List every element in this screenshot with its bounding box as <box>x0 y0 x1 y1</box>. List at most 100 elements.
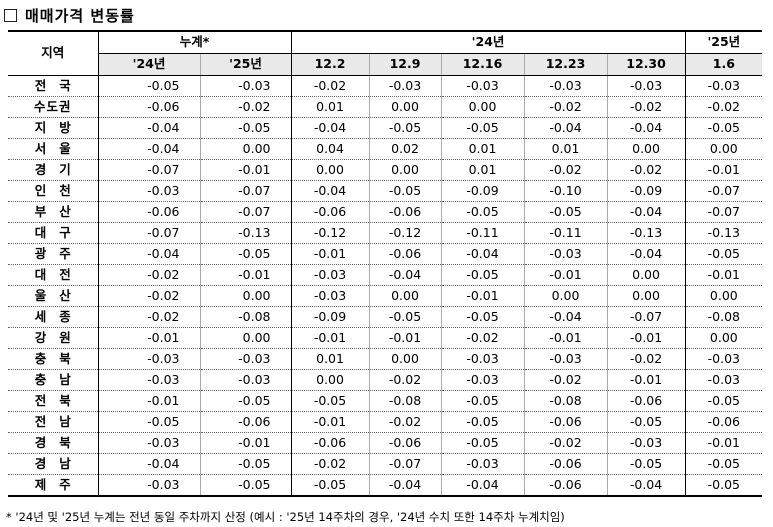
value-cell: 0.00 <box>368 285 442 307</box>
value-cell: -0.03 <box>199 369 292 391</box>
region-cell: 강원 <box>8 327 98 349</box>
value-cell: -0.06 <box>523 411 608 433</box>
value-cell: -0.06 <box>290 201 370 223</box>
value-cell: -0.03 <box>684 369 763 391</box>
section-title-text: 매매가격 변동률 <box>25 6 135 25</box>
region-cell: 수도권 <box>8 96 98 118</box>
header-col-cum25: '25년 <box>199 52 292 76</box>
value-cell: -0.07 <box>368 453 442 475</box>
value-cell: -0.02 <box>440 327 525 349</box>
value-cell: -0.03 <box>290 285 370 307</box>
value-cell: -0.01 <box>199 159 292 181</box>
value-cell: -0.08 <box>368 390 442 412</box>
value-cell: -0.02 <box>368 369 442 391</box>
value-cell: 0.01 <box>440 159 525 181</box>
header-col-12-30: 12.30 <box>606 52 686 76</box>
checkbox-square-icon <box>4 8 17 22</box>
value-cell: -0.05 <box>368 180 442 202</box>
value-cell: -0.03 <box>440 75 525 97</box>
table-row: 부산 -0.06 -0.07 -0.06 -0.06 -0.05 -0.05 -0.04 -0.… <box>8 201 763 223</box>
value-cell: 0.00 <box>199 327 292 349</box>
value-cell: -0.11 <box>523 222 608 244</box>
value-cell: -0.04 <box>440 243 525 265</box>
value-cell: -0.05 <box>684 474 763 497</box>
value-cell: -0.06 <box>684 411 763 433</box>
region-cell: 충북 <box>8 348 98 370</box>
header-col-cum24: '24년 <box>97 52 200 76</box>
value-cell: -0.04 <box>97 138 200 160</box>
table-body: 전국 -0.05 -0.03 -0.02 -0.03 -0.03 -0.03 -0.03 -0.… <box>8 75 763 497</box>
value-cell: -0.07 <box>199 180 292 202</box>
value-cell: -0.04 <box>523 117 608 139</box>
table-row: 지방 -0.04 -0.05 -0.04 -0.05 -0.05 -0.04 -0.04 -0.… <box>8 117 763 139</box>
value-cell: -0.02 <box>523 369 608 391</box>
value-cell: -0.08 <box>684 306 763 328</box>
value-cell: -0.03 <box>523 348 608 370</box>
value-cell: -0.03 <box>199 348 292 370</box>
value-cell: -0.07 <box>97 159 200 181</box>
value-cell: -0.01 <box>606 327 686 349</box>
value-cell: -0.04 <box>606 474 686 497</box>
region-cell: 제주 <box>8 474 98 497</box>
section-title: 매매가격 변동률 <box>3 2 135 28</box>
value-cell: -0.04 <box>368 264 442 286</box>
value-cell: 0.00 <box>606 138 686 160</box>
value-cell: -0.02 <box>684 96 763 118</box>
region-cell: 지방 <box>8 117 98 139</box>
region-cell: 경남 <box>8 453 98 475</box>
value-cell: -0.03 <box>606 75 686 97</box>
value-cell: -0.07 <box>684 180 763 202</box>
value-cell: -0.05 <box>199 243 292 265</box>
value-cell: -0.08 <box>523 390 608 412</box>
value-cell: -0.07 <box>606 306 686 328</box>
value-cell: -0.03 <box>684 348 763 370</box>
value-cell: 0.00 <box>684 285 763 307</box>
value-cell: -0.09 <box>440 180 525 202</box>
value-cell: -0.04 <box>97 453 200 475</box>
value-cell: -0.06 <box>199 411 292 433</box>
value-cell: -0.04 <box>606 201 686 223</box>
value-cell: -0.05 <box>97 411 200 433</box>
value-cell: -0.09 <box>290 306 370 328</box>
value-cell: -0.05 <box>440 201 525 223</box>
value-cell: -0.04 <box>97 243 200 265</box>
value-cell: -0.05 <box>368 306 442 328</box>
value-cell: -0.02 <box>606 159 686 181</box>
value-cell: -0.01 <box>440 285 525 307</box>
table-row: 전국 -0.05 -0.03 -0.02 -0.03 -0.03 -0.03 -0.03 -0.… <box>8 75 763 97</box>
region-cell: 인천 <box>8 180 98 202</box>
region-cell: 경북 <box>8 432 98 454</box>
value-cell: 0.00 <box>290 159 370 181</box>
value-cell: -0.06 <box>368 201 442 223</box>
value-cell: 0.02 <box>368 138 442 160</box>
value-cell: 0.00 <box>440 96 525 118</box>
value-cell: 0.00 <box>606 264 686 286</box>
value-cell: -0.02 <box>523 159 608 181</box>
value-cell: -0.12 <box>290 222 370 244</box>
value-cell: -0.08 <box>199 306 292 328</box>
value-cell: -0.05 <box>606 411 686 433</box>
table-row: 충북 -0.03 -0.03 0.01 0.00 -0.03 -0.03 -0.02 -0.03 <box>8 348 763 370</box>
header-region: 지역 <box>8 30 98 76</box>
value-cell: 0.00 <box>368 96 442 118</box>
value-cell: 0.00 <box>684 138 763 160</box>
region-cell: 서울 <box>8 138 98 160</box>
region-cell: 대구 <box>8 222 98 244</box>
value-cell: -0.03 <box>199 75 292 97</box>
value-cell: -0.03 <box>290 264 370 286</box>
value-cell: -0.02 <box>523 96 608 118</box>
value-cell: -0.01 <box>684 159 763 181</box>
header-col-12-9: 12.9 <box>368 52 442 76</box>
table-row: 서울 -0.04 0.00 0.04 0.02 0.01 0.01 0.00 0.00 <box>8 138 763 160</box>
value-cell: 0.00 <box>368 159 442 181</box>
value-cell: 0.00 <box>368 348 442 370</box>
region-cell: 광주 <box>8 243 98 265</box>
value-cell: -0.07 <box>97 222 200 244</box>
value-cell: -0.13 <box>199 222 292 244</box>
value-cell: -0.05 <box>440 117 525 139</box>
table-row: 대구 -0.07 -0.13 -0.12 -0.12 -0.11 -0.11 -0.13 -0.… <box>8 222 763 244</box>
value-cell: -0.07 <box>199 201 292 223</box>
value-cell: 0.00 <box>199 285 292 307</box>
value-cell: 0.00 <box>606 285 686 307</box>
value-cell: -0.05 <box>440 264 525 286</box>
